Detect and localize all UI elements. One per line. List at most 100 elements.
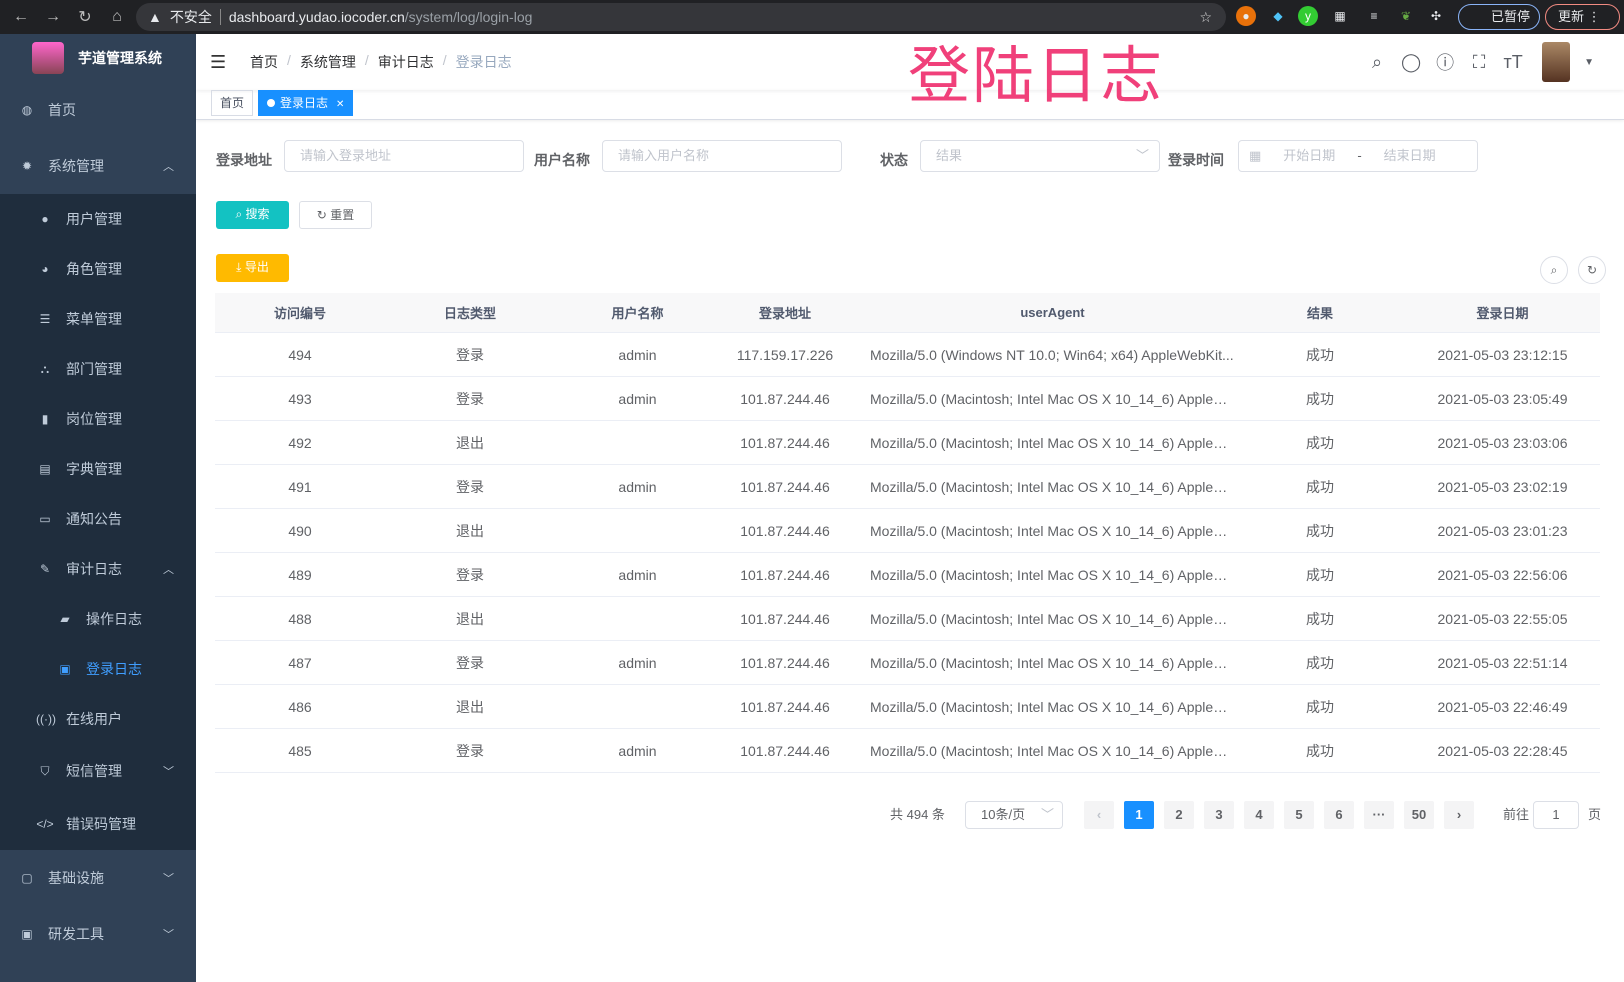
table-cell: 101.87.244.46	[740, 522, 830, 539]
username-input[interactable]: 请输入用户名称	[602, 140, 842, 172]
table-cell: 成功	[1306, 610, 1334, 627]
prev-page-button[interactable]: ‹	[1084, 801, 1114, 829]
sidebar: 芋道管理系统 ◍ 首页 ✹ 系统管理 ︿ ● 用户管理 ◕ 角色管理 ☰ 菜单管理 ⛬ 部门管…	[0, 34, 196, 982]
sidebar-item-sms[interactable]: ⛉ 短信管理 ﹀	[0, 744, 196, 798]
avatar[interactable]	[1542, 42, 1571, 82]
sidebar-item-menu[interactable]: ☰ 菜单管理	[0, 294, 196, 344]
tag-home[interactable]: 首页	[211, 90, 254, 116]
extension-icon[interactable]: ●	[1236, 6, 1256, 26]
table-cell: 登录	[456, 478, 484, 495]
close-icon[interactable]: ✕	[336, 99, 345, 110]
not-secure-label: 不安全	[169, 9, 212, 25]
table-cell: 2021-05-03 23:12:15	[1437, 346, 1568, 363]
log-icon: ✎	[39, 562, 51, 576]
bookmark-star-icon[interactable]: ☆	[1199, 8, 1212, 25]
page-size-select[interactable]: 10条/页 ﹀	[965, 801, 1063, 829]
page-button[interactable]: ···	[1364, 801, 1394, 829]
extension-icon[interactable]: y	[1298, 6, 1318, 26]
next-page-button[interactable]: ›	[1444, 801, 1474, 829]
table-cell: 492	[288, 434, 312, 451]
table-cell: 2021-05-03 22:46:49	[1437, 698, 1568, 715]
extension-icon[interactable]: ❦	[1400, 9, 1412, 23]
sidebar-item-user[interactable]: ● 用户管理	[0, 194, 196, 244]
sidebar-item-notice[interactable]: ▭ 通知公告	[0, 494, 196, 544]
sidebar-item-system[interactable]: ✹ 系统管理 ︿	[0, 138, 196, 194]
sidebar-item-post[interactable]: ▮ 岗位管理	[0, 394, 196, 444]
toggle-search-button[interactable]: ⌕	[1540, 256, 1568, 284]
forward-icon[interactable]: →	[45, 8, 61, 25]
sidebar-item-tool[interactable]: ▣ 研发工具 ﹀	[0, 906, 196, 962]
table-cell: 2021-05-03 23:01:23	[1437, 522, 1568, 539]
help-icon[interactable]: ⓘ	[1436, 53, 1455, 73]
reload-icon[interactable]: ↻	[78, 9, 92, 26]
status-select[interactable]: 结果 ﹀	[920, 140, 1160, 172]
table-cell: 登录	[456, 346, 484, 363]
table-cell: 2021-05-03 23:05:49	[1437, 390, 1568, 407]
table-cell: 登录	[456, 390, 484, 407]
github-icon[interactable]: ◯	[1401, 51, 1422, 72]
role-icon: ◕	[41, 262, 49, 276]
breadcrumb-item: 系统管理	[299, 54, 356, 70]
sidebar-item-role[interactable]: ◕ 角色管理	[0, 244, 196, 294]
search-button[interactable]: ⌕ 搜索	[216, 201, 289, 229]
profile-paused-button[interactable]: 已暂停	[1458, 4, 1540, 30]
refresh-table-button[interactable]: ↻	[1578, 256, 1606, 284]
date-range-picker[interactable]: ▦ 开始日期 - 结束日期	[1238, 140, 1478, 172]
sidebar-item-dict[interactable]: ▤ 字典管理	[0, 444, 196, 494]
sidebar-item-audit-log[interactable]: ✎ 审计日志 ︿	[0, 544, 196, 594]
sidebar-item-infra[interactable]: ▢ 基础设施 ﹀	[0, 850, 196, 906]
sidebar-item-dept[interactable]: ⛬ 部门管理	[0, 344, 196, 394]
sidebar-logo[interactable]: 芋道管理系统	[0, 34, 196, 82]
refresh-icon: ↻	[316, 208, 331, 222]
hamburger-icon[interactable]: ☰	[210, 51, 227, 72]
address-bar[interactable]: ▲ 不安全 dashboard.yudao.iocoder.cn/system/…	[136, 3, 1226, 31]
search-icon[interactable]: ⌕	[1372, 51, 1383, 72]
page-button[interactable]: 5	[1284, 801, 1314, 829]
address-input[interactable]: 请输入登录地址	[284, 140, 524, 172]
fullscreen-icon[interactable]: ⛶	[1472, 51, 1486, 72]
table-cell: 488	[288, 610, 312, 627]
table-cell: Mozilla/5.0 (Macintosh; Intel Mac OS X 1…	[870, 566, 1235, 583]
app-title: 芋道管理系统	[78, 50, 162, 66]
shield-icon: ⛉	[40, 763, 50, 778]
logo-image	[32, 42, 64, 74]
monitor-icon: ▢	[21, 871, 33, 885]
back-icon[interactable]: ←	[13, 8, 29, 25]
sidebar-item-operate-log[interactable]: ▰ 操作日志	[0, 594, 196, 644]
reset-button[interactable]: ↻ 重置	[299, 201, 372, 229]
extension-icon[interactable]: ≡	[1370, 9, 1378, 23]
export-button[interactable]: ⤓ 导出	[216, 254, 289, 282]
status-label: 状态	[880, 152, 908, 168]
sidebar-item-home[interactable]: ◍ 首页	[0, 82, 196, 138]
table-cell: 117.159.17.226	[736, 346, 834, 363]
caret-down-icon[interactable]: ▼	[1584, 56, 1594, 68]
table-cell: 成功	[1306, 522, 1334, 539]
extension-icon[interactable]: ◆	[1273, 9, 1283, 23]
home-icon[interactable]: ⌂	[112, 8, 122, 25]
table-cell: 2021-05-03 23:02:19	[1437, 478, 1568, 495]
font-size-icon[interactable]: ᴛT	[1503, 51, 1523, 72]
overlay-title: 登陆日志	[908, 42, 1165, 111]
page-button[interactable]: 50	[1404, 801, 1434, 829]
sidebar-item-error-code[interactable]: </> 错误码管理	[36, 816, 136, 832]
sidebar-item-login-log[interactable]: ▣ 登录日志	[0, 644, 196, 694]
breadcrumb-item: 审计日志	[377, 54, 434, 70]
puzzle-icon[interactable]: ✣	[1430, 9, 1442, 23]
breadcrumb-item[interactable]: 首页	[250, 54, 278, 70]
goto-page-input[interactable]: 1	[1533, 801, 1579, 829]
extension-icon[interactable]: ▦	[1334, 9, 1346, 23]
user-icon: ●	[41, 212, 49, 226]
search-icon: ⌕	[235, 207, 246, 221]
page-button[interactable]: 2	[1164, 801, 1194, 829]
table-cell: 成功	[1306, 654, 1334, 671]
table-cell: 486	[288, 698, 312, 715]
page-button[interactable]: 6	[1324, 801, 1354, 829]
page-button[interactable]: 1	[1124, 801, 1154, 829]
page-button[interactable]: 3	[1204, 801, 1234, 829]
logininfor-icon: ▣	[59, 662, 71, 676]
update-button[interactable]: 更新 ⋮	[1545, 4, 1620, 30]
tag-login-log[interactable]: 登录日志 ✕	[258, 90, 354, 116]
sidebar-item-online-user[interactable]: ((·)) 在线用户	[36, 711, 122, 727]
table-cell: 493	[288, 390, 312, 407]
page-button[interactable]: 4	[1244, 801, 1274, 829]
